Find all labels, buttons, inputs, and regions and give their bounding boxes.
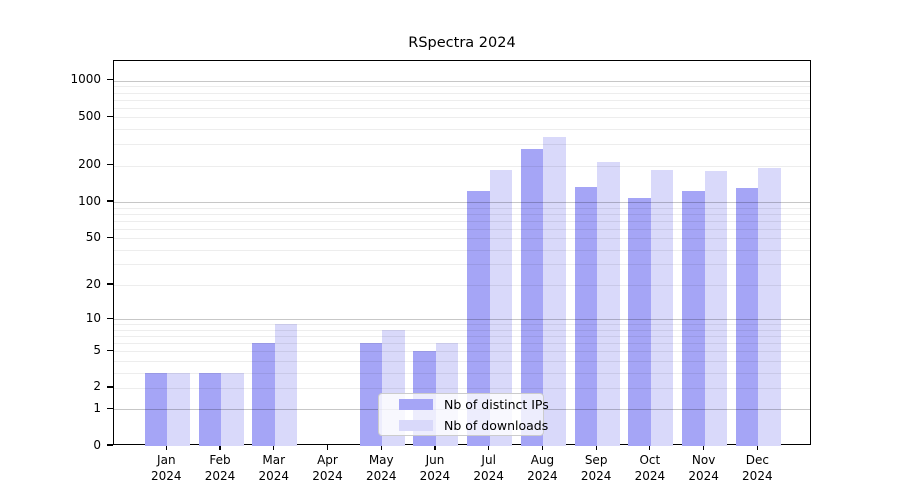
x-axis-tick [541,445,543,450]
y-tick-label: 0 [93,437,101,452]
bar-downloads-jul [489,170,513,446]
x-tick-label: Apr 2024 [312,453,343,483]
x-axis-tick [595,445,597,450]
y-tick-label: 1 [93,400,101,415]
bar-distinct-ips-may [359,343,383,446]
y-axis-tick [107,115,113,117]
bar-downloads-oct [650,170,674,446]
bar-distinct-ips-nov [682,190,705,446]
x-axis-tick [488,445,490,450]
x-tick-label: May 2024 [365,453,397,483]
x-tick-label: Oct 2024 [634,453,666,483]
bar-downloads-aug [543,137,566,446]
x-tick-label: Jun 2024 [419,453,451,483]
x-tick-label: Mar 2024 [258,453,290,483]
bar-downloads-nov [704,170,728,446]
y-tick-label: 100 [78,193,101,208]
y-axis-tick [107,236,113,238]
x-axis-tick [219,445,221,450]
legend-swatch-distinct-ips-icon [399,398,433,410]
x-axis-tick [380,445,382,450]
y-axis-tick [107,444,113,446]
legend-label-downloads: Nb of downloads [444,417,549,433]
x-axis-tick [756,445,758,450]
bar-downloads-dec [758,168,781,446]
bar-distinct-ips-jul [467,190,490,446]
y-tick-label: 50 [85,229,101,244]
y-tick-label: 1000 [70,72,101,87]
y-axis-tick [107,317,113,319]
x-tick-label: Nov 2024 [688,453,719,483]
x-axis-tick [273,445,275,450]
legend-item-distinct-ips: Nb of distinct IPs [399,397,549,412]
x-axis-tick [434,445,436,450]
y-tick-label: 500 [78,108,101,123]
y-tick-label: 20 [85,276,101,291]
bar-distinct-ips-jan [144,372,168,446]
legend-label-distinct-ips: Nb of distinct IPs [444,396,549,412]
bar-downloads-sep [597,161,620,446]
x-tick-label: Jan 2024 [151,453,182,483]
x-tick-label: Sep 2024 [580,453,612,483]
x-tick-label: Feb 2024 [204,453,236,483]
legend-swatch-downloads-icon [399,419,433,431]
legend-item-downloads: Nb of downloads [399,418,548,433]
y-axis-tick [107,407,113,409]
x-axis-tick [703,445,705,450]
legend: Nb of distinct IPs Nb of downloads [378,393,549,436]
y-axis-tick [107,200,113,202]
y-tick-label: 5 [93,342,101,357]
bars-layer [114,61,810,446]
x-axis-tick [649,445,651,450]
bar-distinct-ips-feb [198,372,222,446]
y-axis-tick [107,386,113,388]
bar-downloads-jan [167,372,190,446]
y-axis-tick [107,283,113,285]
bar-distinct-ips-oct [628,198,651,446]
x-tick-label: Jul 2024 [473,453,504,483]
y-tick-label: 200 [78,157,101,172]
y-tick-label: 10 [85,310,101,325]
bar-distinct-ips-aug [520,149,544,446]
bar-downloads-mar [274,324,298,446]
x-tick-label: Dec 2024 [742,453,773,483]
plot-area [113,60,811,446]
x-axis-tick [326,445,329,450]
x-axis-tick [165,445,167,450]
bar-downloads-feb [221,372,244,446]
chart-title: RSpectra 2024 [408,35,516,51]
bar-distinct-ips-dec [735,188,759,446]
y-axis-tick [107,164,113,166]
y-axis-tick [107,349,113,351]
y-tick-label: 2 [93,379,101,394]
bar-distinct-ips-sep [574,187,598,446]
x-tick-label: Aug 2024 [527,453,558,483]
y-axis-tick [107,79,113,81]
bar-distinct-ips-mar [252,343,275,446]
